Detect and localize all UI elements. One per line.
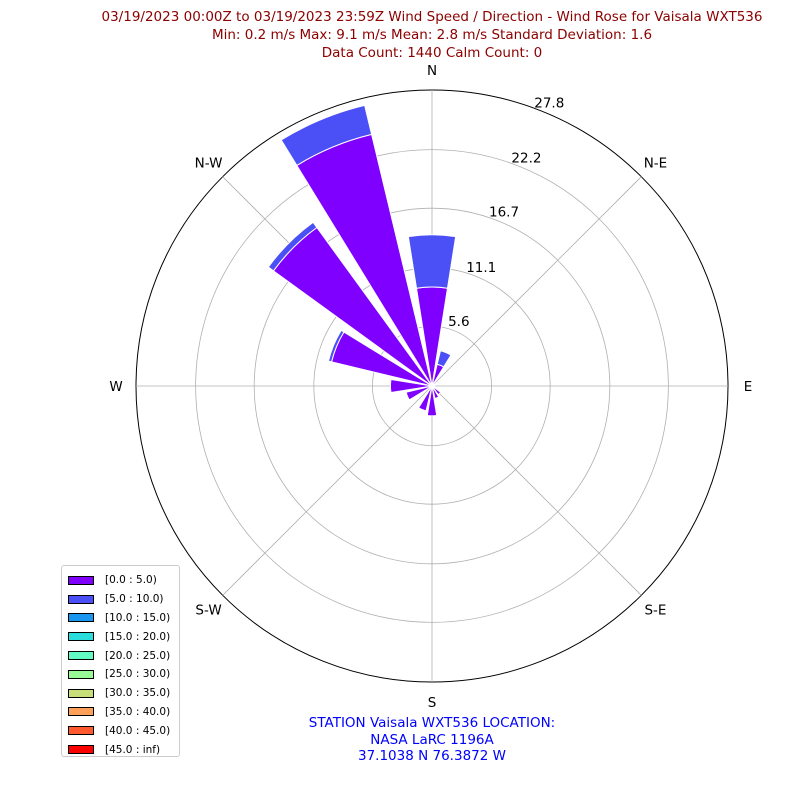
direction-label: S-W (195, 602, 221, 618)
legend-item: [25.0 : 30.0) (68, 665, 179, 684)
bar-SSE-bin0 (431, 385, 440, 400)
station-info: STATION Vaisala WXT536 LOCATION: NASA La… (0, 715, 800, 765)
chart-title: 03/19/2023 00:00Z to 03/19/2023 23:59Z W… (0, 8, 800, 62)
bar-W-bin0 (389, 378, 433, 394)
legend-item: [20.0 : 25.0) (68, 646, 179, 665)
legend-label: [15.0 : 20.0) (105, 630, 171, 643)
legend-label: [0.0 : 5.0) (105, 574, 157, 587)
legend-swatch (68, 575, 94, 585)
direction-label: N-W (195, 156, 223, 172)
bar-NW-bin1 (267, 221, 318, 272)
bar-NNW-bin1 (280, 104, 373, 167)
legend-item: [30.0 : 35.0) (68, 684, 179, 703)
speed-legend: [0.0 : 5.0) [5.0 : 10.0) [10.0 : 15.0) [15.… (61, 565, 180, 757)
legend-label: [20.0 : 25.0) (105, 649, 171, 662)
legend-item: [0.0 : 5.0) (68, 571, 179, 590)
legend-item: [35.0 : 40.0) (68, 703, 179, 722)
grid-spoke (431, 385, 642, 596)
legend-item: [15.0 : 20.0) (68, 627, 179, 646)
radial-tick-label: 27.8 (534, 96, 564, 112)
legend-swatch (68, 726, 94, 736)
legend-swatch (68, 594, 94, 604)
legend-label: [5.0 : 10.0) (105, 593, 164, 606)
grid-spoke (431, 176, 642, 387)
radial-tick-label: 16.7 (489, 205, 519, 221)
legend-label: [40.0 : 45.0) (105, 724, 171, 737)
legend-swatch (68, 632, 94, 642)
direction-label: N-E (644, 156, 668, 172)
radial-tick-label: 22.2 (511, 151, 541, 167)
bar-S-bin0 (426, 385, 438, 417)
axis-labels: 5.6 11.1 16.7 22.2 27.8 N N-E E S-E S S-W W N-W (109, 63, 752, 711)
grid-spoke (222, 385, 433, 596)
title-line-counts: Data Count: 1440 Calm Count: 0 (321, 45, 543, 61)
direction-label: S-E (644, 602, 666, 618)
direction-label: N (427, 63, 437, 79)
bar-WNW-bin1 (327, 329, 345, 363)
legend-swatch (68, 651, 94, 661)
direction-label: W (109, 379, 122, 395)
station-line-location: NASA LaRC 1196A (370, 731, 494, 748)
direction-label: E (744, 379, 753, 395)
title-line-stats: Min: 0.2 m/s Max: 9.1 m/s Mean: 2.8 m/s … (211, 27, 653, 43)
radial-tick-label: 5.6 (448, 314, 469, 330)
bar-N-bin1 (407, 234, 457, 289)
title-line-range: 03/19/2023 00:00Z to 03/19/2023 23:59Z W… (101, 9, 763, 25)
legend-item: [45.0 : inf) (68, 740, 179, 759)
legend-label: [35.0 : 40.0) (105, 705, 171, 718)
legend-label: [30.0 : 35.0) (105, 687, 171, 700)
legend-item: [10.0 : 15.0) (68, 609, 179, 628)
bar-WSW-bin0 (405, 385, 433, 401)
bar-SSW-bin0 (417, 385, 433, 412)
wind-rose-bars (267, 104, 457, 417)
legend-item: [40.0 : 45.0) (68, 721, 179, 740)
legend-swatch (68, 688, 94, 698)
legend-label: [45.0 : inf) (105, 743, 161, 756)
legend-item: [5.0 : 10.0) (68, 590, 179, 609)
legend-swatch (68, 707, 94, 717)
legend-swatch (68, 669, 94, 679)
legend-label: [10.0 : 15.0) (105, 611, 171, 624)
radial-tick-label: 11.1 (466, 260, 496, 276)
station-line-name: STATION Vaisala WXT536 LOCATION: (308, 715, 556, 731)
direction-label: S (428, 695, 437, 711)
legend-swatch (68, 745, 94, 755)
legend-swatch (68, 613, 94, 623)
polar-grid (135, 89, 729, 683)
bar-SE-bin0 (431, 385, 442, 396)
station-line-coords: 37.1038 N 76.3872 W (358, 748, 506, 764)
legend-label: [25.0 : 30.0) (105, 668, 171, 681)
bar-NNE-bin1 (436, 350, 452, 368)
